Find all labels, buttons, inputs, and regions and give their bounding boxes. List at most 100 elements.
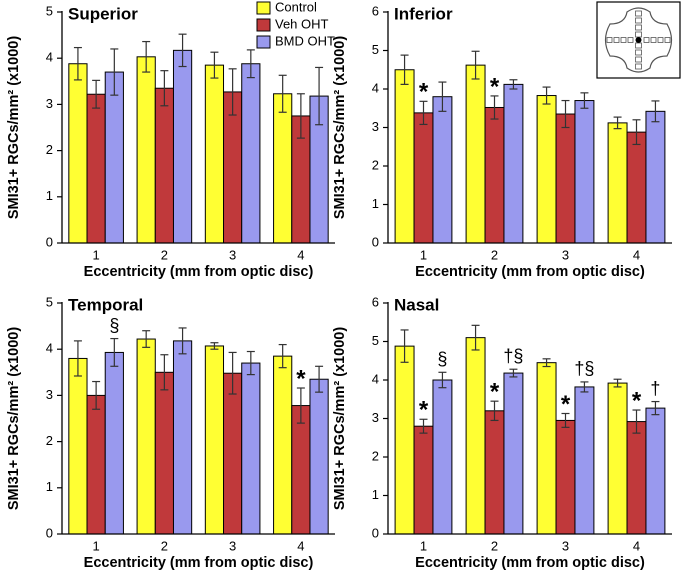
x-tick-label: 3 bbox=[229, 538, 236, 553]
error-bar bbox=[296, 93, 305, 139]
error-bar bbox=[561, 412, 570, 428]
legend-swatch bbox=[256, 18, 271, 32]
x-axis-label: Eccentricity (mm from optic disc) bbox=[415, 264, 645, 280]
error-bar bbox=[315, 365, 324, 393]
bar bbox=[273, 355, 293, 535]
error-bar bbox=[278, 74, 287, 113]
bar bbox=[574, 386, 595, 535]
x-axis-label: Eccentricity (mm from optic disc) bbox=[415, 555, 645, 571]
x-tick-label: 2 bbox=[161, 247, 168, 262]
y-tick-label: 2 bbox=[372, 157, 379, 172]
annotation: * bbox=[296, 365, 306, 392]
y-tick-label: 0 bbox=[372, 234, 379, 249]
legend-label: BMD OHT bbox=[275, 33, 335, 48]
x-tick-label: 1 bbox=[93, 538, 100, 553]
x-tick-label: 2 bbox=[491, 247, 498, 262]
annotation: * bbox=[419, 79, 429, 106]
error-bar bbox=[438, 371, 447, 389]
bar bbox=[309, 378, 329, 535]
bar bbox=[626, 421, 647, 535]
error-bar bbox=[651, 100, 660, 123]
error-bar bbox=[73, 340, 82, 377]
bar bbox=[273, 93, 293, 244]
y-tick-label: 5 bbox=[372, 333, 379, 348]
y-tick-label: 0 bbox=[46, 525, 53, 540]
x-tick-label: 1 bbox=[93, 247, 100, 262]
y-tick-label: 3 bbox=[372, 119, 379, 134]
bar bbox=[645, 407, 666, 535]
chart-title: Superior bbox=[68, 4, 138, 23]
legend-label: Control bbox=[275, 0, 317, 14]
y-tick-label: 4 bbox=[372, 371, 379, 386]
error-bar bbox=[651, 400, 660, 416]
error-bar bbox=[542, 86, 551, 105]
annotation: * bbox=[632, 387, 642, 414]
annotation: †§ bbox=[503, 346, 523, 366]
error-bar bbox=[178, 327, 187, 355]
error-bar bbox=[490, 95, 499, 120]
y-tick-label: 0 bbox=[46, 234, 53, 249]
error-bar bbox=[561, 99, 570, 129]
y-tick-label: 6 bbox=[372, 294, 379, 309]
bar bbox=[291, 405, 311, 535]
error-bar bbox=[73, 46, 82, 81]
error-bar bbox=[142, 330, 151, 348]
bar bbox=[241, 63, 261, 244]
legend-label: Veh OHT bbox=[275, 16, 329, 31]
y-tick-label: 2 bbox=[46, 142, 53, 157]
x-tick-label: 4 bbox=[633, 247, 640, 262]
bar bbox=[413, 425, 434, 535]
error-bar bbox=[632, 409, 641, 434]
x-tick-label: 3 bbox=[229, 247, 236, 262]
bar bbox=[104, 71, 124, 244]
error-bar bbox=[228, 351, 237, 395]
error-bar bbox=[178, 33, 187, 68]
bar bbox=[555, 419, 576, 535]
annotation: § bbox=[109, 315, 119, 335]
x-tick-label: 4 bbox=[297, 247, 304, 262]
bar bbox=[394, 69, 415, 244]
y-axis-label: SMI31+ RGCs/mm² (x1000) bbox=[6, 327, 22, 511]
x-tick-label: 4 bbox=[633, 538, 640, 553]
bar bbox=[86, 93, 106, 244]
error-bar bbox=[296, 387, 305, 424]
bar bbox=[465, 337, 486, 535]
error-bar bbox=[613, 378, 622, 388]
error-bar bbox=[419, 100, 428, 126]
bar bbox=[136, 338, 156, 535]
bar bbox=[607, 382, 628, 535]
error-bar bbox=[160, 354, 169, 391]
error-bar bbox=[632, 119, 641, 146]
error-bar bbox=[160, 70, 169, 107]
y-tick-label: 5 bbox=[46, 3, 53, 18]
error-bar bbox=[471, 50, 480, 80]
y-tick-label: 2 bbox=[46, 433, 53, 448]
annotation: † bbox=[650, 378, 660, 398]
annotation: †§ bbox=[574, 359, 594, 379]
bar bbox=[536, 95, 557, 244]
error-bar bbox=[278, 343, 287, 369]
bar bbox=[68, 63, 88, 244]
y-tick-label: 4 bbox=[372, 80, 379, 95]
y-tick-label: 1 bbox=[372, 487, 379, 502]
error-bar bbox=[228, 68, 237, 116]
y-tick-label: 5 bbox=[46, 294, 53, 309]
x-tick-label: 3 bbox=[562, 538, 569, 553]
legend-swatch bbox=[256, 35, 271, 49]
error-bar bbox=[142, 40, 151, 73]
bar bbox=[68, 357, 88, 535]
y-tick-label: 1 bbox=[46, 188, 53, 203]
error-bar bbox=[580, 381, 589, 393]
x-axis-label: Eccentricity (mm from optic disc) bbox=[84, 555, 314, 571]
y-tick-label: 2 bbox=[372, 448, 379, 463]
bar bbox=[484, 106, 505, 244]
bar bbox=[136, 56, 156, 244]
annotation: * bbox=[490, 379, 500, 406]
error-bar bbox=[438, 81, 447, 112]
error-bar bbox=[315, 66, 324, 126]
y-axis-label: SMI31+ RGCs/mm² (x1000) bbox=[6, 36, 22, 220]
retina-inset bbox=[596, 1, 681, 79]
chart-title: Inferior bbox=[394, 4, 453, 23]
chart-title: Nasal bbox=[394, 295, 439, 314]
error-bar bbox=[110, 337, 119, 367]
